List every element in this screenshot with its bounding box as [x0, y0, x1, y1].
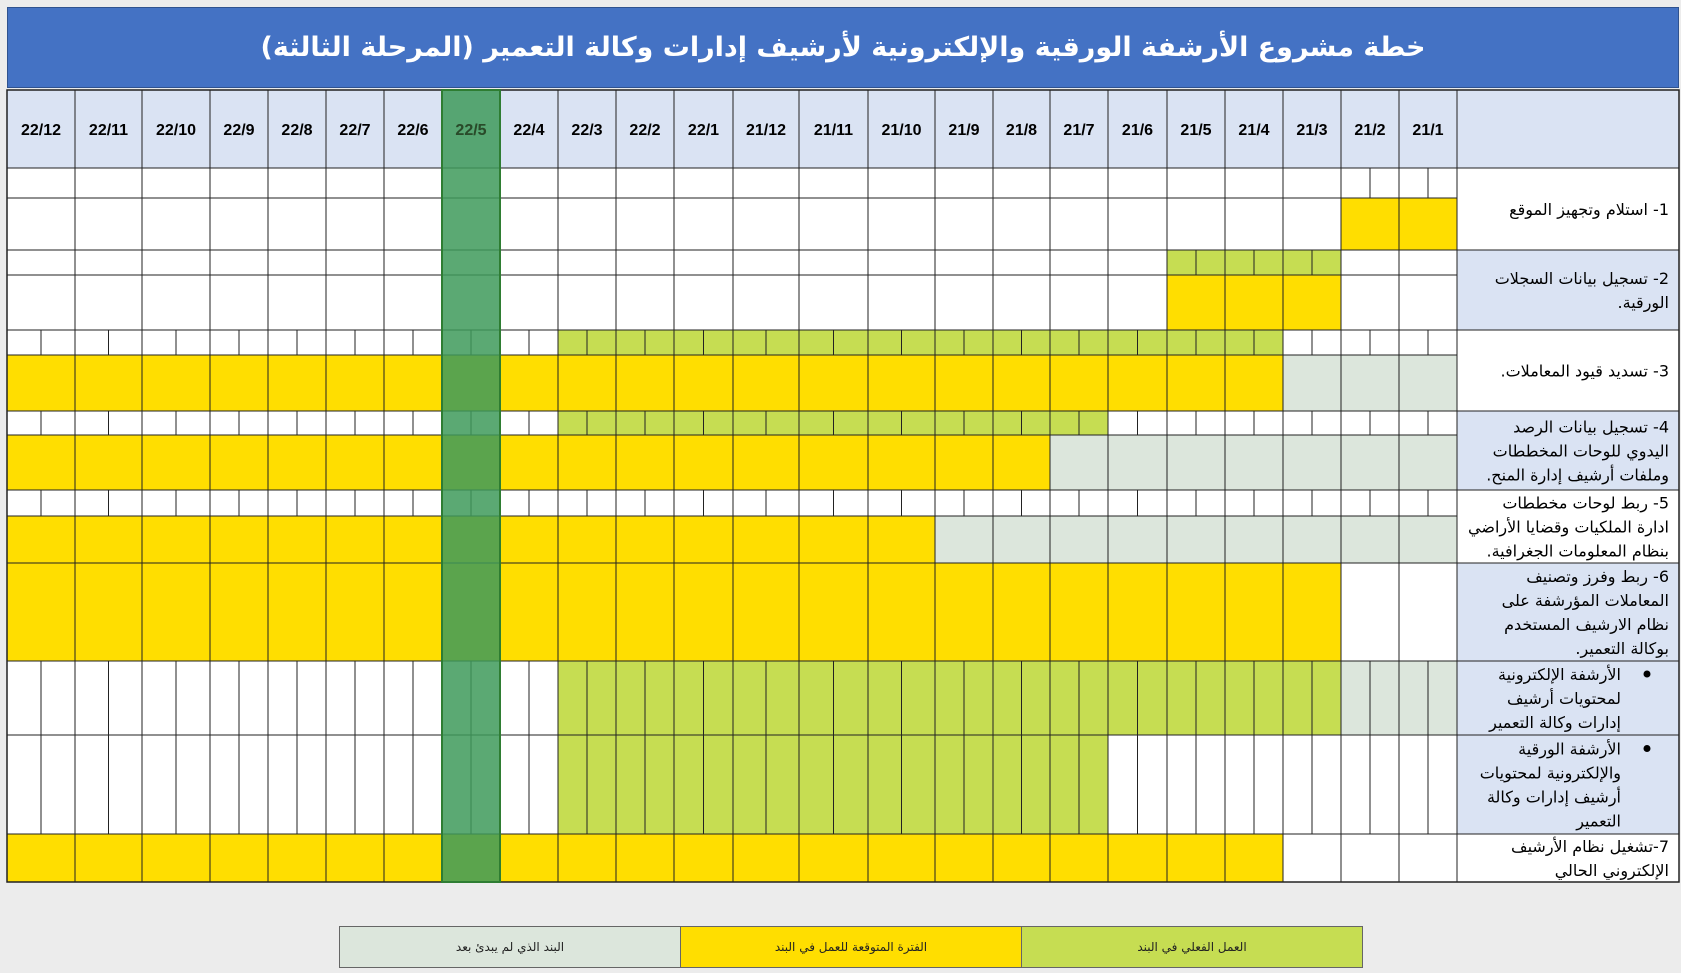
month-label-22-2: 22/2 — [629, 122, 660, 139]
task-label: اليدوي للوحات المخططات — [1493, 442, 1669, 462]
task-label: المعاملات المؤرشفة على — [1502, 591, 1669, 611]
task-label: الأرشفة الورقية — [1518, 739, 1621, 760]
expected-bar — [7, 355, 1283, 411]
current-month-highlight — [441, 89, 501, 883]
month-label-21-1: 21/1 — [1412, 122, 1443, 139]
task-label: الورقية. — [1618, 293, 1669, 313]
task-label-cell — [1457, 834, 1679, 882]
month-label-22-6: 22/6 — [397, 122, 428, 139]
bullet-icon — [1643, 670, 1651, 678]
month-label-22-10: 22/10 — [156, 122, 196, 139]
task-label: نظام الارشيف المستخدم — [1504, 615, 1669, 635]
task-label: 5- ربط لوحات مخططات — [1502, 494, 1669, 514]
month-label-21-6: 21/6 — [1122, 122, 1153, 139]
task-label: بوكالة التعمير. — [1575, 639, 1669, 659]
month-label-21-8: 21/8 — [1006, 122, 1037, 139]
actual-bar — [558, 661, 1341, 735]
task-label: 2- تسجيل بيانات السجلات — [1495, 269, 1669, 288]
task-label: 1- استلام وتجهيز الموقع — [1509, 200, 1669, 220]
task-label: 3- تسديد قيود المعاملات. — [1501, 362, 1670, 382]
task-label: الإلكتروني الحالي — [1555, 861, 1669, 881]
task-label: التعمير — [1575, 812, 1621, 832]
task-label-cell — [1457, 330, 1679, 411]
task-label: أرشيف إدارات وكالة — [1487, 787, 1621, 808]
task-label-cell — [1457, 563, 1679, 661]
month-label-21-2: 21/2 — [1354, 122, 1385, 139]
task-label-cell — [1457, 168, 1679, 250]
current-month-label: 22/5 — [455, 122, 486, 139]
month-label-22-7: 22/7 — [339, 122, 370, 139]
bullet-icon — [1643, 745, 1651, 752]
chart-title: خطة مشروع الأرشفة الورقية والإلكترونية ل… — [7, 7, 1679, 88]
task-label: ادارة الملكيات وقضايا الأراضي — [1468, 517, 1669, 538]
month-label-22-11: 22/11 — [89, 122, 128, 139]
not-started-bar — [935, 516, 1457, 563]
not-started-bar — [1050, 435, 1457, 490]
task-label: وملفات أرشيف إدارة المنح. — [1486, 465, 1669, 486]
task-label: والإلكترونية لمحتويات — [1480, 764, 1621, 784]
month-label-21-12: 21/12 — [746, 122, 786, 139]
expected-bar — [1167, 275, 1341, 330]
task-label: 7-تشغيل نظام الأرشيف — [1511, 836, 1669, 857]
chart-title-text: خطة مشروع الأرشفة الورقية والإلكترونية ل… — [260, 32, 1426, 63]
month-label-21-9: 21/9 — [948, 122, 979, 139]
task-label-cell — [1457, 250, 1679, 330]
legend-item-expected: الفترة المتوقعة للعمل في البند — [680, 927, 1021, 967]
task-label-cell — [1457, 490, 1679, 563]
task-label-cell — [1457, 411, 1679, 490]
actual-bar — [558, 330, 1283, 355]
month-header-row — [7, 90, 1679, 168]
month-label-21-3: 21/3 — [1296, 122, 1327, 139]
grid-frame — [6, 89, 1680, 883]
month-label-22-8: 22/8 — [281, 122, 312, 139]
task-label-cell — [1457, 661, 1679, 735]
not-started-bar — [1283, 355, 1457, 411]
task-label: الأرشفة الإلكترونية — [1498, 664, 1621, 685]
month-label-22-1: 22/1 — [688, 122, 719, 139]
expected-bar — [7, 834, 1283, 882]
month-label-22-9: 22/9 — [223, 122, 254, 139]
task-label: إدارات وكالة التعمير — [1488, 713, 1621, 733]
month-label-21-4: 21/4 — [1238, 122, 1269, 139]
month-label-22-12: 22/12 — [21, 122, 61, 139]
month-label-21-11: 21/11 — [814, 122, 853, 139]
month-label-21-10: 21/10 — [881, 122, 921, 139]
month-label-21-5: 21/5 — [1180, 122, 1211, 139]
legend: البند الذي لم يبدئ بعد الفترة المتوقعة ل… — [339, 926, 1363, 968]
month-label-22-4: 22/4 — [513, 122, 544, 139]
month-label-21-7: 21/7 — [1063, 122, 1094, 139]
task-label: 4- تسجيل بيانات الرصد — [1513, 418, 1669, 438]
task-label: 6- ربط وفرز وتصنيف — [1526, 567, 1669, 587]
task-label: بنظام المعلومات الجغرافية. — [1487, 542, 1670, 562]
task-label-cell — [1457, 735, 1679, 834]
legend-item-actual: العمل الفعلي في البند — [1021, 927, 1362, 967]
legend-item-not-started: البند الذي لم يبدئ بعد — [340, 927, 680, 967]
task-label: لمحتويات أرشيف — [1507, 688, 1621, 709]
expected-bar — [7, 435, 1050, 490]
month-label-22-3: 22/3 — [571, 122, 602, 139]
